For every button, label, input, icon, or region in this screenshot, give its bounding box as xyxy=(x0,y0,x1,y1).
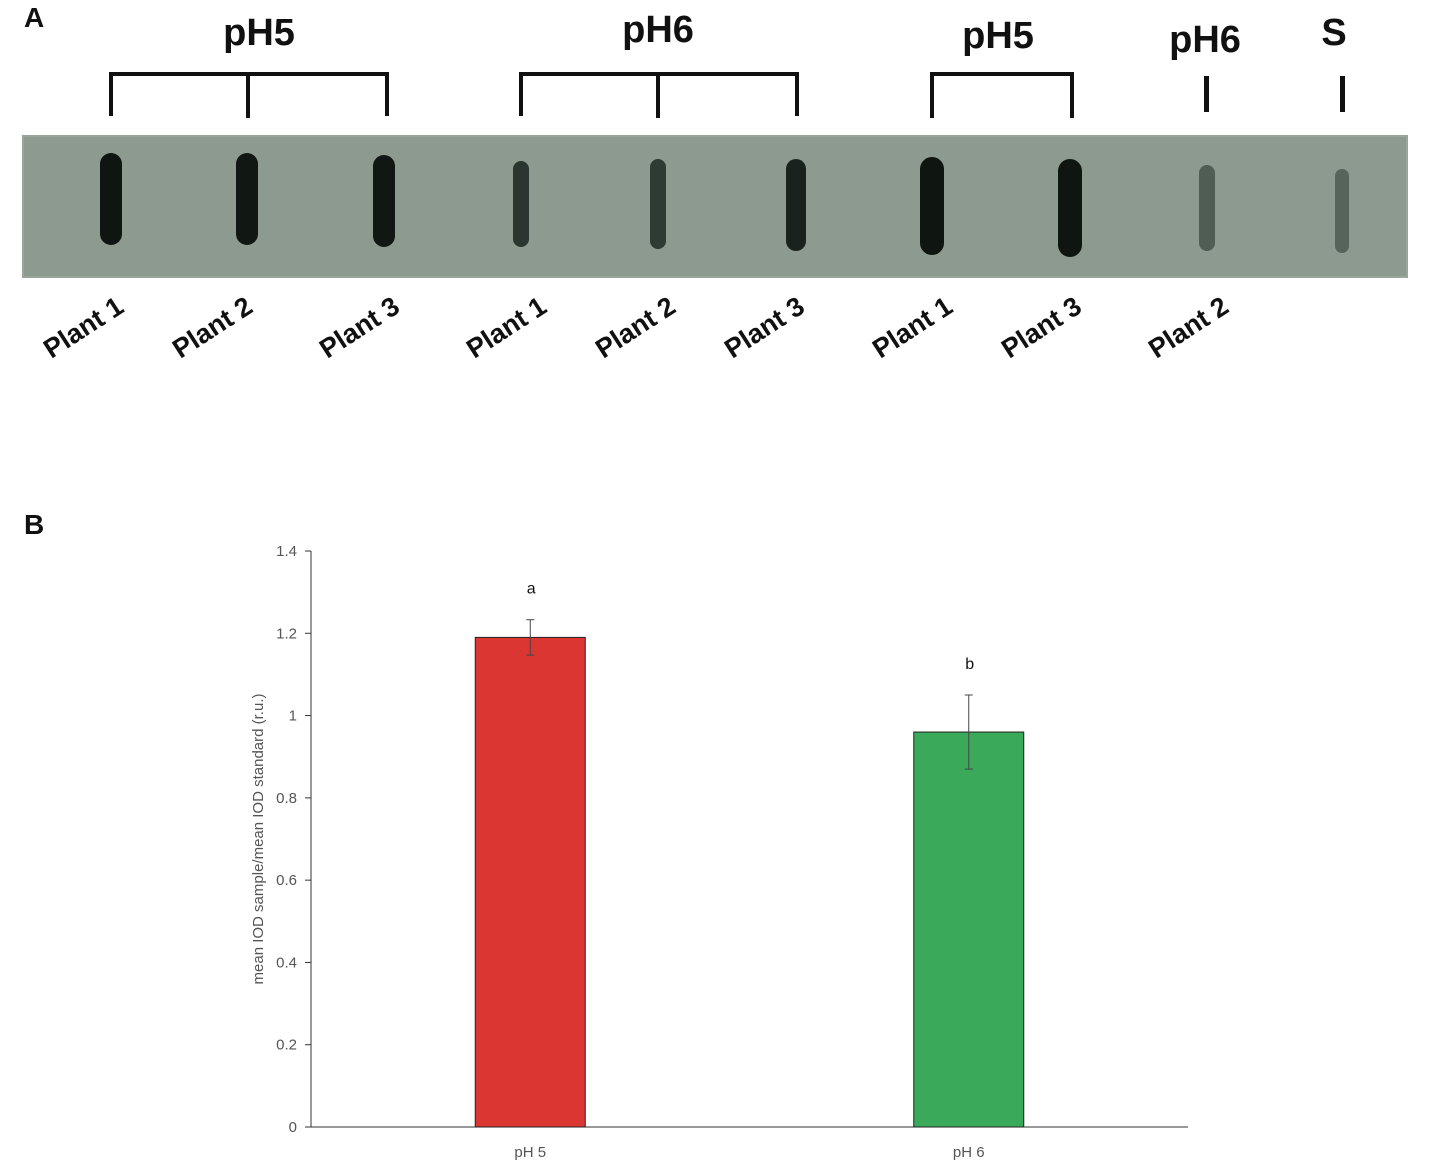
y-tick-label: 0.6 xyxy=(276,872,297,889)
group-label: pH5 xyxy=(223,12,295,54)
y-tick-label: 1.4 xyxy=(276,543,297,560)
blot-band xyxy=(650,159,666,249)
dot-blot-membrane xyxy=(22,135,1408,278)
bar xyxy=(913,731,1025,1128)
group-label: pH6 xyxy=(1169,19,1241,61)
significance-letter: b xyxy=(965,656,974,673)
panel-a-letter: A xyxy=(24,2,45,33)
group-bracket-divider xyxy=(656,72,660,118)
group-bracket xyxy=(930,72,1074,118)
y-tick-label: 0.8 xyxy=(276,790,297,807)
y-tick-label: 1 xyxy=(289,708,297,725)
bar xyxy=(474,636,586,1128)
x-tick-label: pH 5 xyxy=(514,1144,546,1161)
blot-band xyxy=(786,159,806,251)
blot-band xyxy=(236,153,258,245)
y-tick-label: 0.2 xyxy=(276,1037,297,1054)
blot-band xyxy=(920,157,944,255)
group-tick xyxy=(1204,76,1209,112)
y-tick-label: 0 xyxy=(289,1119,297,1136)
y-tick-label: 1.2 xyxy=(276,625,297,642)
group-tick xyxy=(1340,76,1345,112)
blot-band xyxy=(1199,165,1215,251)
y-axis-label: mean IOD sample/mean IOD standard (r.u.) xyxy=(250,694,267,985)
blot-band xyxy=(513,161,529,247)
group-label: pH6 xyxy=(622,9,694,51)
x-tick-label: pH 6 xyxy=(953,1144,985,1161)
blot-band xyxy=(1058,159,1082,257)
blot-band xyxy=(100,153,122,245)
group-label: pH5 xyxy=(962,15,1034,57)
blot-band xyxy=(1335,169,1349,253)
panel-b-letter: B xyxy=(24,509,45,540)
significance-letter: a xyxy=(527,581,536,598)
blot-band xyxy=(373,155,395,247)
group-label: S xyxy=(1321,12,1347,54)
group-bracket-divider xyxy=(246,72,250,118)
y-tick-label: 0.4 xyxy=(276,954,297,971)
